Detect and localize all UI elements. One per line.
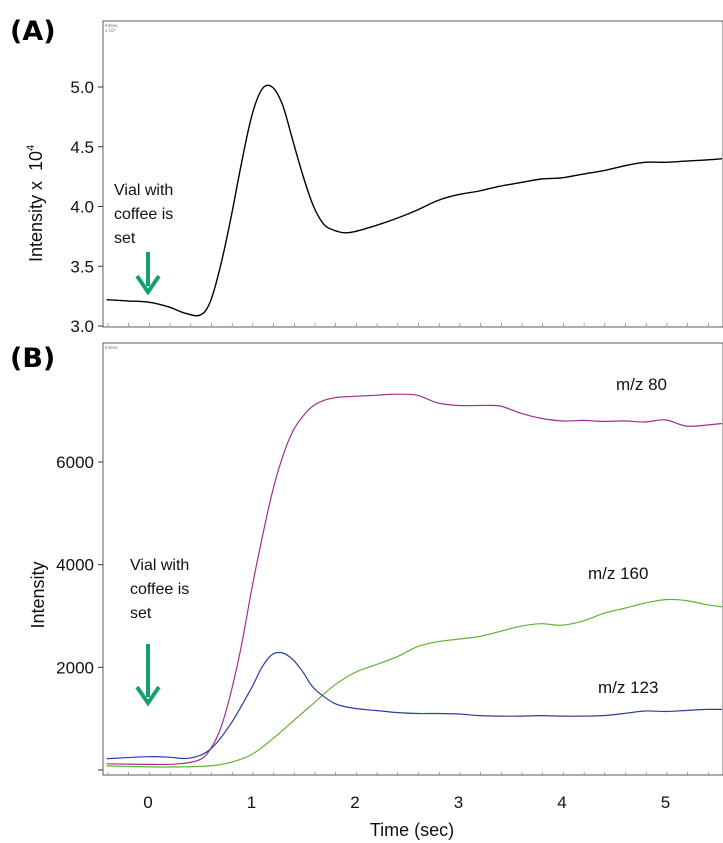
panel-b-ytick-label: 6000 (56, 453, 94, 472)
panel-b-series-line-0 (106, 393, 723, 766)
panel-a-annot-line3: set (114, 230, 136, 247)
panel-b-series-line-2 (106, 651, 723, 760)
panel-b-xtick-label: 3 (454, 793, 463, 812)
panel-a-ylabel-exp-power: 4 (25, 145, 37, 151)
panel-b-series-label: m/z 160 (588, 564, 648, 583)
panel-a-ylabel-exp: 10 (26, 151, 46, 171)
panel-a-annotation: Vial with coffee is set (114, 182, 173, 247)
panel-a-series (106, 84, 723, 317)
panel-b-series-label: m/z 80 (616, 375, 667, 394)
panel-a-annot-line2: coffee is (114, 206, 173, 223)
panel-a-yticks: 3.0 3.5 4.0 4.5 5.0 (70, 78, 103, 336)
panel-a-series-line (106, 84, 723, 317)
panel-b-xtick-label: 0 (143, 793, 152, 812)
panel-b-series (106, 393, 723, 768)
panel-b-series-label: m/z 123 (598, 678, 658, 697)
panel-b-annotation: Vial with coffee is set (130, 557, 189, 622)
panel-b-yticks: 2000 4000 6000 (56, 453, 103, 771)
panel-b-annot-line1: Vial with (130, 557, 189, 574)
panel-b-series-labels: m/z 80 m/z 160 m/z 123 (588, 375, 667, 697)
panel-a-arrow (135, 252, 161, 296)
panel-b-arrow-head (135, 685, 161, 707)
panel-a-ytick-label: 3.0 (70, 317, 94, 336)
panel-b-xtick-label: 5 (661, 793, 670, 812)
panel-b-xtick-label: 2 (350, 793, 359, 812)
panel-b-tiny-header: Intens. (105, 345, 119, 350)
panel-b-ytick-label: 2000 (56, 658, 94, 677)
panel-b-frame (102, 342, 723, 776)
panel-a-arrow-head (135, 274, 161, 296)
panel-a-ytick-label: 5.0 (70, 78, 94, 97)
panel-b-annot-line3: set (130, 605, 152, 622)
svg-text:Intensity: Intensity (28, 561, 48, 628)
panel-a-ylabel-text: Intensity x (26, 181, 46, 262)
panel-b-xtick-label: 1 (247, 793, 256, 812)
panel-a-frame (102, 20, 723, 328)
arrows (135, 252, 161, 707)
panel-a-ytick-label: 3.5 (70, 257, 94, 276)
panel-b-arrow (135, 644, 161, 707)
panel-b-xticks: 0 1 2 3 4 5 (143, 793, 670, 812)
panel-b-series-line-1 (106, 598, 723, 768)
panel-b-annot-line2: coffee is (130, 581, 189, 598)
panel-a-label: (A) (10, 16, 56, 47)
panel-a-ylabel: Intensity x 104 (25, 145, 46, 262)
minor-ticks (107, 323, 709, 775)
panel-b-ylabel: Intensity (28, 561, 48, 628)
panel-a-tiny-header-2: x 10⁴ (105, 28, 116, 33)
panel-b-xtick-label: 4 (557, 793, 566, 812)
svg-text:Intensity x104: Intensity x 104 (25, 145, 46, 262)
panel-a-ytick-label: 4.5 (70, 138, 94, 157)
panel-b-ytick-label: 4000 (56, 556, 94, 575)
panel-a-tiny-header: Intens. (105, 23, 119, 28)
panel-a-ytick-label: 4.0 (70, 198, 94, 217)
panel-b-xlabel: Time (sec) (370, 820, 454, 840)
panel-a-annot-line1: Vial with (114, 182, 173, 199)
panel-b-label: (B) (10, 343, 55, 374)
